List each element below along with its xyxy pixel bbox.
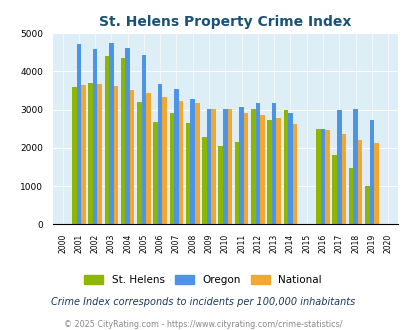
Bar <box>320 129 324 224</box>
Bar <box>202 137 206 224</box>
Bar <box>336 110 341 224</box>
Bar <box>292 124 296 224</box>
Bar <box>185 123 190 224</box>
Legend: St. Helens, Oregon, National: St. Helens, Oregon, National <box>80 271 325 289</box>
Bar <box>72 86 77 224</box>
Bar <box>234 143 239 224</box>
Bar <box>141 55 146 224</box>
Title: St. Helens Property Crime Index: St. Helens Property Crime Index <box>99 15 351 29</box>
Bar <box>373 143 378 224</box>
Bar <box>222 109 227 224</box>
Bar <box>88 83 93 224</box>
Bar <box>357 140 362 224</box>
Bar <box>239 107 243 224</box>
Bar <box>97 83 102 224</box>
Bar <box>218 146 222 224</box>
Bar <box>332 155 336 224</box>
Bar <box>178 101 183 224</box>
Text: © 2025 CityRating.com - https://www.cityrating.com/crime-statistics/: © 2025 CityRating.com - https://www.city… <box>64 319 341 329</box>
Bar <box>121 58 125 224</box>
Bar <box>194 103 199 224</box>
Bar <box>137 102 141 224</box>
Bar <box>162 97 166 224</box>
Bar <box>364 186 369 224</box>
Text: Crime Index corresponds to incidents per 100,000 inhabitants: Crime Index corresponds to incidents per… <box>51 297 354 307</box>
Bar <box>276 118 280 224</box>
Bar <box>130 90 134 224</box>
Bar <box>352 109 357 224</box>
Bar <box>109 43 113 224</box>
Bar <box>153 122 158 224</box>
Bar <box>250 109 255 224</box>
Bar <box>283 110 288 224</box>
Bar <box>255 103 260 224</box>
Bar <box>174 89 178 224</box>
Bar <box>288 113 292 224</box>
Bar <box>206 109 211 224</box>
Bar <box>158 84 162 224</box>
Bar <box>324 130 329 224</box>
Bar <box>113 86 118 224</box>
Bar <box>227 109 232 224</box>
Bar <box>146 93 150 224</box>
Bar <box>104 56 109 224</box>
Bar <box>369 120 373 224</box>
Bar <box>348 168 352 224</box>
Bar <box>190 99 194 224</box>
Bar <box>266 120 271 224</box>
Bar <box>341 134 345 224</box>
Bar <box>77 44 81 224</box>
Bar <box>169 113 174 224</box>
Bar <box>315 129 320 224</box>
Bar <box>260 115 264 224</box>
Bar <box>211 109 215 224</box>
Bar <box>125 48 130 224</box>
Bar <box>271 103 276 224</box>
Bar <box>81 85 85 224</box>
Bar <box>243 113 248 224</box>
Bar <box>93 50 97 224</box>
